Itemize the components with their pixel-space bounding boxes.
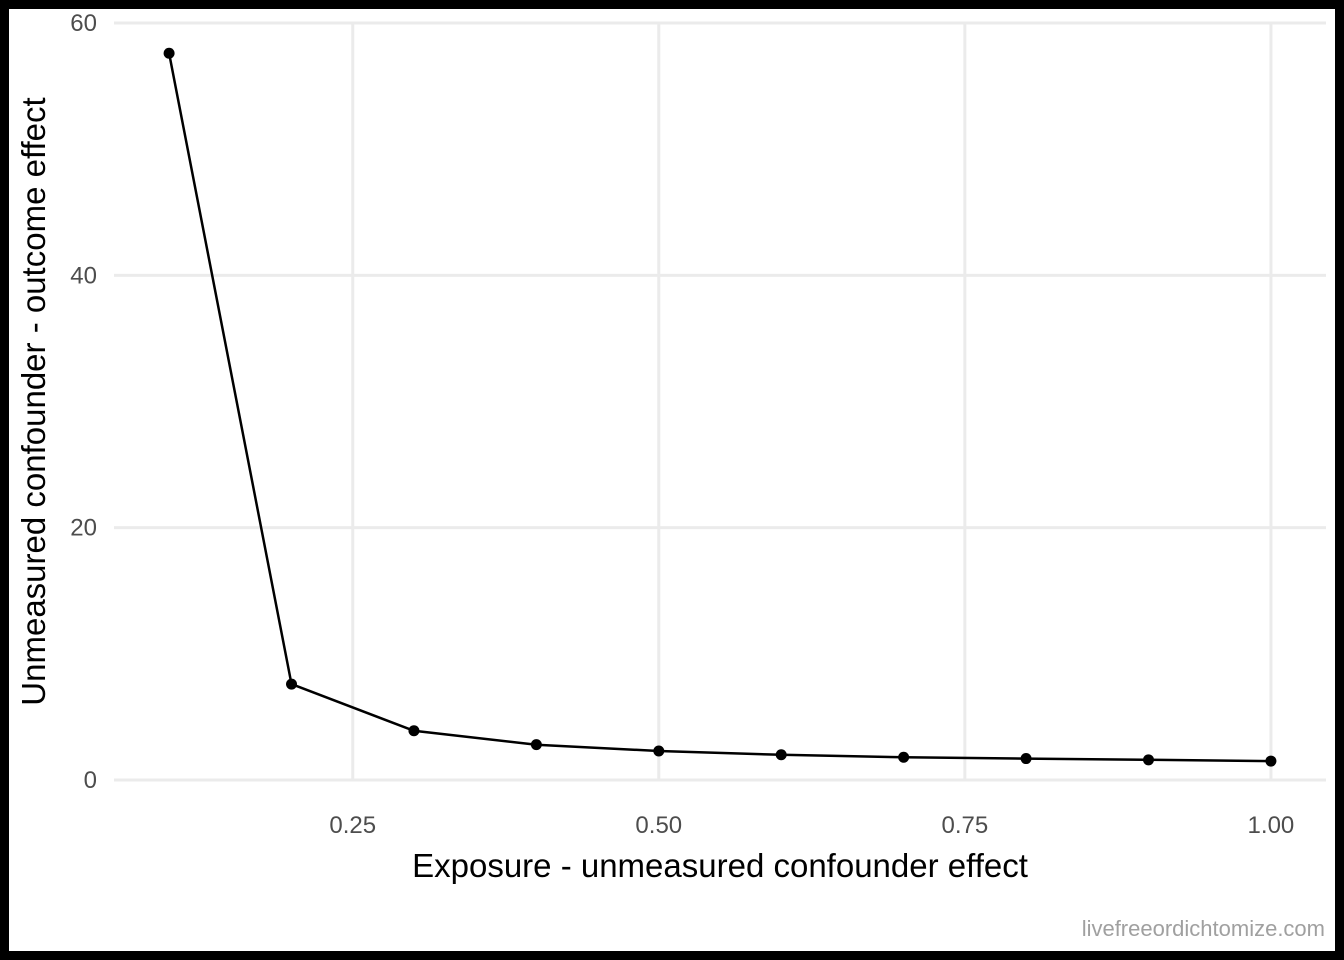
y-gridlines bbox=[114, 21, 1326, 782]
x-gridlines bbox=[351, 23, 1273, 780]
data-point bbox=[408, 725, 420, 737]
line-chart: 0.25 0.50 0.75 1.00 0 20 40 60 Exposure - unme… bbox=[15, 10, 1326, 941]
y-tick-label: 40 bbox=[70, 262, 97, 289]
chart-frame: 0.25 0.50 0.75 1.00 0 20 40 60 Exposure - unme… bbox=[9, 9, 1335, 951]
data-point bbox=[163, 47, 175, 59]
y-tick-label: 60 bbox=[70, 10, 97, 37]
y-tick-label: 0 bbox=[84, 767, 97, 794]
data-point bbox=[653, 745, 665, 757]
x-tick-label: 0.75 bbox=[941, 812, 988, 839]
data-point bbox=[530, 739, 542, 751]
x-tick-label: 0.50 bbox=[635, 812, 682, 839]
x-tick-labels: 0.25 0.50 0.75 1.00 bbox=[329, 812, 1294, 839]
data-point bbox=[1142, 754, 1154, 766]
watermark-text: livefreeordichtomize.com bbox=[1082, 916, 1325, 941]
y-tick-label: 20 bbox=[70, 515, 97, 542]
data-points bbox=[163, 47, 1277, 767]
x-axis-title: Exposure - unmeasured confounder effect bbox=[412, 847, 1028, 884]
x-tick-label: 1.00 bbox=[1248, 812, 1295, 839]
data-point bbox=[775, 749, 787, 761]
data-point bbox=[898, 751, 910, 763]
y-axis-title: Unmeasured confounder - outcome effect bbox=[15, 97, 52, 705]
data-point bbox=[286, 678, 298, 690]
series-line bbox=[167, 53, 1271, 763]
x-tick-label: 0.25 bbox=[329, 812, 376, 839]
data-point bbox=[1265, 755, 1277, 767]
data-point bbox=[1020, 753, 1032, 765]
y-tick-labels: 0 20 40 60 bbox=[70, 10, 97, 794]
